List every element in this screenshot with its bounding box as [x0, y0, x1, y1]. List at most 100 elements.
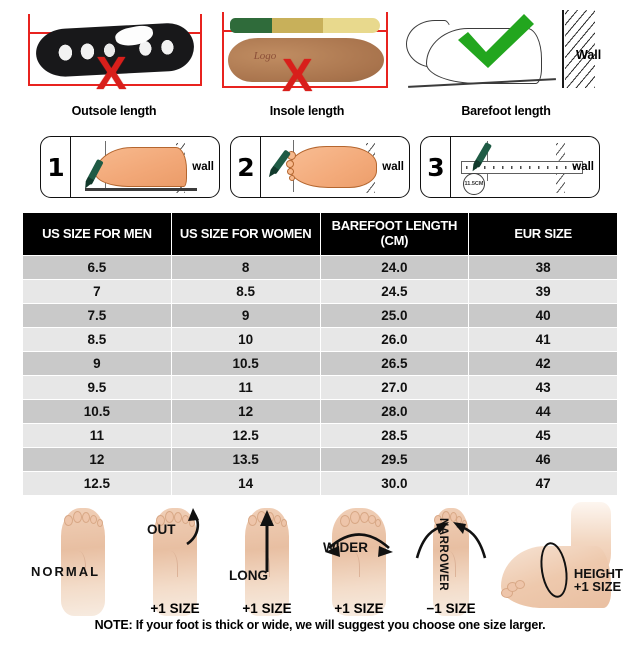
wrong-x-icon: X: [96, 47, 127, 99]
table-cell: 30.0: [320, 472, 469, 495]
table-row: 7 8.5 24.5 39: [23, 280, 617, 303]
table-cell: 10: [171, 328, 320, 351]
table-cell: 12: [23, 448, 171, 471]
table-row: 9 10.5 26.5 42: [23, 352, 617, 375]
table-cell: 41: [469, 328, 617, 351]
foot-type-label: WIDER: [323, 540, 368, 555]
step-1-illustration: wall: [71, 137, 219, 197]
table-cell: 42: [469, 352, 617, 375]
step-2-card: 2 wall: [230, 136, 410, 198]
foot-side-icon: [95, 147, 187, 187]
foot-type-height: HEIGHT +1 SIZE: [499, 500, 623, 616]
table-cell: 10.5: [171, 352, 320, 375]
bracket-right: [386, 12, 388, 88]
table-cell: 8: [171, 256, 320, 279]
curved-arrow-up-icon: [186, 508, 200, 546]
table-cell: 28.0: [320, 400, 469, 423]
insole-logo-scribble: Logo: [253, 50, 277, 62]
table-cell: 12.5: [171, 424, 320, 447]
table-cell: 40: [469, 304, 617, 327]
measurement-bubble: 11.5CM: [463, 173, 485, 195]
table-cell: 8.5: [171, 280, 320, 303]
wall-label: wall: [572, 161, 594, 173]
foot-type-long: LONG +1 SIZE: [223, 500, 311, 616]
wall-label: wall: [192, 161, 214, 173]
table-cell: 14: [171, 472, 320, 495]
table-cell: 6.5: [23, 256, 171, 279]
table-cell: 46: [469, 448, 617, 471]
bracket-right: [200, 14, 202, 86]
table-cell: 9: [23, 352, 171, 375]
foot-side-outline-icon: [501, 546, 611, 608]
double-arrow-wide-icon: [325, 533, 393, 557]
toes-icon: [501, 580, 531, 606]
outsole-length-panel: X Outsole length: [14, 8, 214, 128]
table-cell: 38: [469, 256, 617, 279]
foot-type-wider: WIDER +1 SIZE: [315, 500, 403, 616]
column-header-us-women: US SIZE FOR WOMEN: [171, 213, 320, 255]
table-cell: 45: [469, 424, 617, 447]
table-cell: 44: [469, 400, 617, 423]
ground-line: [85, 188, 197, 191]
table-cell: 47: [469, 472, 617, 495]
foot-type-size-advice: −1 SIZE: [426, 601, 476, 616]
foot-type-label: OUT: [147, 522, 176, 537]
table-cell: 10.5: [23, 400, 171, 423]
wall-line: [562, 10, 564, 88]
table-row: 12 13.5 29.5 46: [23, 448, 617, 471]
foot-type-label: HEIGHT +1 SIZE: [573, 565, 623, 595]
table-header-row: US SIZE FOR MEN US SIZE FOR WOMEN BAREFO…: [23, 213, 617, 255]
step-1-card: 1 wall: [40, 136, 220, 198]
ruler-icon: [461, 161, 583, 174]
insole-length-panel: Logo X Insole length: [214, 8, 400, 128]
table-row: 9.5 11 27.0 43: [23, 376, 617, 399]
insole-illustration: Logo X: [214, 8, 400, 106]
foot-type-size-advice: +1 SIZE: [242, 601, 292, 616]
measurement-comparison-row: X Outsole length Logo X Insole length: [0, 0, 640, 128]
size-conversion-table: US SIZE FOR MEN US SIZE FOR WOMEN BAREFO…: [22, 212, 618, 496]
table-cell: 39: [469, 280, 617, 303]
table-cell: 8.5: [23, 328, 171, 351]
wrong-x-icon: X: [282, 49, 313, 101]
foot-type-narrower: NARROWER −1 SIZE: [407, 500, 495, 616]
step-3-illustration: 11.5CM wall: [451, 137, 599, 197]
foot-type-out: OUT +1 SIZE: [131, 500, 219, 616]
table-cell: 25.0: [320, 304, 469, 327]
foot-top-icon: [286, 146, 377, 188]
table-row: 10.5 12 28.0 44: [23, 400, 617, 423]
table-cell: 7: [23, 280, 171, 303]
foot-type-label: NORMAL: [31, 564, 101, 579]
bracket-left: [222, 12, 224, 88]
outsole-length-caption: Outsole length: [71, 104, 157, 118]
straight-arrow-up-icon: [260, 510, 274, 572]
column-header-us-men: US SIZE FOR MEN: [23, 213, 171, 255]
table-cell: 13.5: [171, 448, 320, 471]
table-cell: 26.5: [320, 352, 469, 375]
foot-outline-icon: [332, 508, 386, 616]
foot-type-label: LONG: [229, 568, 268, 583]
wall-label: Wall: [576, 48, 602, 62]
table-cell: 9.5: [23, 376, 171, 399]
table-cell: 29.5: [320, 448, 469, 471]
table-row: 8.5 10 26.0 41: [23, 328, 617, 351]
foot-type-size-advice: +1 SIZE: [150, 601, 200, 616]
foot-type-normal: NORMAL: [31, 500, 127, 616]
shoe-insole-icon: [228, 38, 384, 82]
bracket-bottom: [28, 84, 200, 86]
measuring-steps-row: 1 wall 2 wall 3: [0, 128, 640, 206]
barefoot-illustration: Wall: [400, 8, 612, 106]
table-cell: 11: [23, 424, 171, 447]
table-cell: 24.0: [320, 256, 469, 279]
wall-hatch-icon: [565, 10, 595, 88]
table-cell: 26.0: [320, 328, 469, 351]
table-row: 11 12.5 28.5 45: [23, 424, 617, 447]
foot-outline-icon: [153, 508, 197, 616]
step-3-card: 3 11.5CM wall: [420, 136, 600, 198]
table-cell: 28.5: [320, 424, 469, 447]
wall-label: wall: [382, 161, 404, 173]
step-number: 1: [41, 137, 71, 197]
table-cell: 7.5: [23, 304, 171, 327]
foot-type-size-advice: +1 SIZE: [334, 601, 384, 616]
step-2-illustration: wall: [261, 137, 409, 197]
barefoot-length-panel: Wall Barefoot length: [400, 8, 612, 128]
